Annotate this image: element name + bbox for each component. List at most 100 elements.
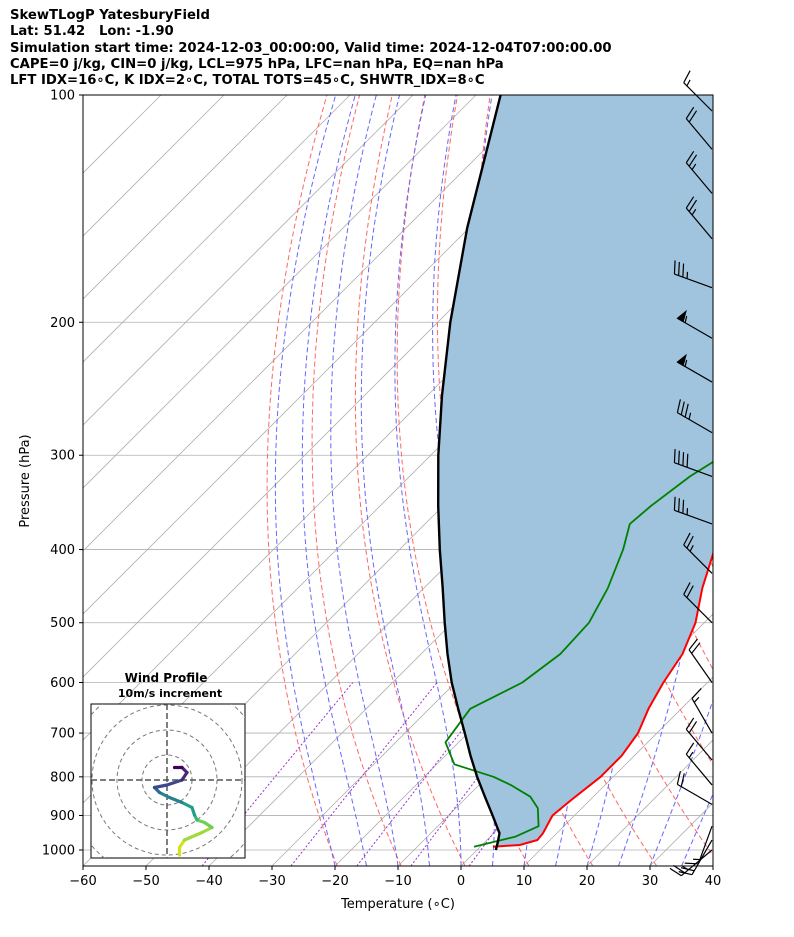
barb-shaft — [697, 826, 713, 864]
barb-pennant — [676, 309, 687, 323]
barb-shaft — [683, 594, 713, 624]
barb-shaft — [677, 412, 713, 434]
wind-barb — [684, 826, 713, 865]
wind-barb — [685, 196, 713, 240]
wind-barb — [673, 260, 713, 289]
y-axis-label: Pressure (hPa) — [18, 434, 33, 527]
inset-subtitle: 10m/s increment — [118, 687, 222, 700]
barb-flag — [686, 453, 689, 468]
wind-barb — [676, 353, 713, 383]
wind-barb — [673, 496, 713, 525]
barb-flag — [683, 582, 691, 595]
moist-adiabat — [360, 95, 430, 866]
barb-flag — [686, 585, 694, 598]
moist-adiabat — [301, 95, 367, 866]
barb-flag — [680, 773, 685, 787]
barb-flag — [688, 110, 698, 123]
wind-barb — [688, 638, 713, 683]
x-tick-label: 10 — [516, 874, 533, 889]
dry-adiabat — [751, 95, 794, 866]
parcel-line — [437, 95, 502, 851]
barb-flag — [688, 154, 698, 167]
wind-barb — [676, 399, 713, 434]
dry-adiabat — [513, 95, 713, 857]
barb-flag — [676, 399, 681, 413]
dry-adiabat — [354, 95, 466, 866]
barb-flag — [686, 535, 694, 549]
x-tick-label: −20 — [321, 874, 348, 889]
axes: Temperature (∘C) Pressure (hPa) −60 −50 −4… — [18, 89, 721, 913]
hodograph-segment — [180, 800, 194, 810]
isotherm-line — [83, 95, 225, 237]
barb-flag — [680, 867, 695, 872]
y-tick-label: 500 — [50, 616, 75, 631]
hodograph-segment — [152, 783, 169, 790]
x-tick-label: −60 — [69, 874, 96, 889]
barb-flag — [685, 151, 695, 164]
y-tick-label: 900 — [50, 809, 75, 824]
isotherm-line — [334, 487, 713, 866]
inset-title: Wind Profile — [125, 671, 208, 685]
barb-shaft — [674, 273, 713, 289]
barb-flag — [685, 717, 695, 730]
barb-flag — [682, 263, 685, 278]
barb-flag — [688, 199, 698, 212]
dry-adiabat — [784, 95, 794, 866]
barb-flag — [691, 688, 702, 699]
barb-flag — [669, 867, 682, 877]
dry-adiabat — [719, 95, 794, 866]
barb-shaft — [683, 82, 713, 112]
y-tick-label: 1000 — [42, 844, 75, 859]
y-tick-label: 700 — [50, 727, 75, 742]
temperature-line — [492, 550, 713, 848]
barb-shaft — [691, 698, 713, 734]
isotherm-line — [712, 865, 713, 866]
wind-barb — [676, 770, 713, 805]
barb-shaft — [691, 839, 713, 875]
barb-flag — [673, 449, 676, 463]
isotherm-line — [83, 95, 540, 552]
isotherm-line — [83, 95, 351, 363]
moist-adiabat — [432, 95, 495, 866]
barb-flag — [676, 770, 681, 785]
dry-adiabat — [266, 95, 338, 866]
barb-shaft — [685, 207, 713, 240]
y-tick-label: 300 — [50, 449, 75, 464]
barb-flag — [688, 638, 698, 651]
barb-flag — [685, 196, 695, 209]
barb-flag — [682, 499, 685, 514]
barb-half-flag — [688, 412, 692, 420]
barb-flag — [684, 862, 699, 865]
chart-title: SkewTLogP YatesburyField — [10, 8, 210, 23]
wind-barb — [683, 70, 713, 112]
x-tick-label: −50 — [132, 874, 159, 889]
barb-flag — [688, 721, 698, 734]
x-tick-label: 30 — [642, 874, 659, 889]
moist-adiabat — [394, 95, 462, 866]
barb-half-flag — [691, 208, 697, 216]
barb-shaft — [683, 544, 713, 574]
barb-flag — [678, 871, 693, 876]
mixing-ratio-line — [290, 682, 438, 866]
wind-barb — [685, 717, 713, 761]
barb-flag — [682, 452, 685, 466]
x-tick-label: −40 — [195, 874, 222, 889]
chart-header: SkewTLogP YatesburyField Lat: 51.42 Lon:… — [10, 8, 612, 89]
barb-half-flag — [691, 163, 697, 170]
wind-barb — [669, 849, 713, 877]
profile-lines — [437, 95, 713, 851]
moist-adiabat — [330, 95, 399, 866]
barb-flag — [691, 642, 701, 654]
barb-flag — [673, 260, 676, 275]
hodograph-segment — [182, 830, 204, 842]
x-axis-label: Temperature (∘C) — [340, 897, 455, 912]
wind-barb — [683, 532, 713, 574]
y-tick-label: 600 — [50, 676, 75, 691]
y-tick-label: 100 — [50, 89, 75, 104]
wind-barb — [685, 106, 713, 150]
hodograph-segment — [157, 790, 172, 800]
indices-line-1: CAPE=0 j/kg, CIN=0 j/kg, LCL=975 hPa, LF… — [10, 56, 504, 72]
barb-flag — [680, 401, 685, 415]
wind-barb — [683, 582, 713, 624]
barb-shaft — [674, 462, 713, 477]
